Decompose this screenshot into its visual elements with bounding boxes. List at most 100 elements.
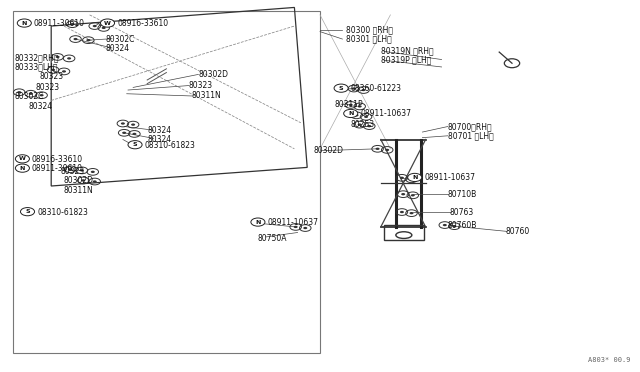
- Circle shape: [443, 224, 447, 226]
- Circle shape: [68, 168, 72, 170]
- Text: 80300 〈RH〉: 80300 〈RH〉: [346, 25, 392, 34]
- Circle shape: [17, 19, 31, 27]
- Circle shape: [408, 173, 422, 182]
- Text: 80323: 80323: [61, 167, 85, 176]
- Text: 80302D: 80302D: [198, 70, 228, 79]
- Circle shape: [51, 69, 55, 71]
- Circle shape: [86, 39, 90, 41]
- Circle shape: [15, 164, 29, 172]
- Text: 80701 〈LH〉: 80701 〈LH〉: [448, 131, 493, 140]
- Text: 80319P 〈LH〉: 80319P 〈LH〉: [381, 56, 431, 65]
- Circle shape: [93, 25, 97, 27]
- Circle shape: [385, 149, 389, 151]
- Circle shape: [376, 148, 380, 150]
- Text: 80324: 80324: [29, 102, 53, 110]
- Circle shape: [80, 169, 84, 171]
- Text: 08911-30610: 08911-30610: [34, 19, 85, 28]
- Circle shape: [91, 171, 95, 173]
- Text: 08911-10637: 08911-10637: [360, 109, 412, 118]
- Text: W: W: [19, 156, 26, 161]
- Text: 80760B: 80760B: [448, 221, 477, 230]
- Text: 08911-10637: 08911-10637: [424, 173, 476, 182]
- Text: 80333〈LH〉: 80333〈LH〉: [14, 62, 58, 71]
- Text: 08911-30610: 08911-30610: [32, 164, 83, 173]
- Circle shape: [358, 124, 362, 126]
- Text: 80750A: 80750A: [258, 234, 287, 243]
- Text: S: S: [25, 209, 30, 214]
- Text: 80311N: 80311N: [192, 92, 221, 100]
- Circle shape: [401, 193, 405, 195]
- Text: N: N: [22, 20, 27, 26]
- Circle shape: [294, 226, 298, 228]
- Text: 80324: 80324: [147, 135, 172, 144]
- Text: 80323: 80323: [189, 81, 213, 90]
- Bar: [384, 225, 424, 240]
- Text: 80302D: 80302D: [64, 176, 94, 185]
- Text: 80763: 80763: [449, 208, 474, 217]
- Circle shape: [132, 133, 136, 135]
- Text: 80760: 80760: [506, 227, 530, 236]
- Text: N: N: [255, 219, 260, 225]
- Circle shape: [358, 105, 362, 108]
- Text: 80302C: 80302C: [106, 35, 135, 44]
- FancyBboxPatch shape: [13, 11, 320, 353]
- Circle shape: [364, 116, 368, 118]
- Text: 08310-61823: 08310-61823: [145, 141, 195, 150]
- Circle shape: [122, 132, 126, 134]
- Circle shape: [355, 114, 358, 116]
- Text: 08310-61823: 08310-61823: [37, 208, 88, 217]
- Circle shape: [40, 94, 44, 96]
- Text: N: N: [348, 111, 353, 116]
- Circle shape: [128, 141, 142, 149]
- Circle shape: [81, 179, 85, 182]
- Text: 08911-10637: 08911-10637: [268, 218, 319, 227]
- Circle shape: [410, 212, 413, 214]
- Text: 80710B: 80710B: [448, 190, 477, 199]
- Text: 80700〈RH〉: 80700〈RH〉: [448, 122, 493, 131]
- Circle shape: [29, 93, 33, 95]
- Circle shape: [334, 84, 348, 92]
- Circle shape: [56, 56, 60, 58]
- Circle shape: [344, 109, 358, 118]
- Text: 80311P: 80311P: [335, 100, 364, 109]
- Circle shape: [362, 89, 365, 91]
- Text: 80324: 80324: [106, 44, 130, 53]
- Circle shape: [15, 155, 29, 163]
- Circle shape: [17, 91, 21, 93]
- Circle shape: [67, 57, 71, 60]
- Circle shape: [102, 27, 106, 29]
- Circle shape: [400, 211, 404, 213]
- Text: 08916-33610: 08916-33610: [117, 19, 168, 28]
- Circle shape: [100, 19, 115, 27]
- Circle shape: [70, 23, 74, 25]
- Circle shape: [452, 225, 456, 227]
- Text: N: N: [412, 175, 417, 180]
- Circle shape: [367, 125, 371, 127]
- Circle shape: [20, 208, 35, 216]
- Text: 80302C: 80302C: [14, 92, 44, 101]
- Circle shape: [62, 70, 66, 73]
- Text: 80332〈RH〉: 80332〈RH〉: [14, 53, 59, 62]
- Text: 80311N: 80311N: [64, 186, 93, 195]
- Circle shape: [74, 38, 77, 40]
- Text: 08360-61223: 08360-61223: [351, 84, 402, 93]
- Text: A803* 00.9: A803* 00.9: [588, 357, 630, 363]
- Text: S: S: [132, 142, 138, 147]
- Circle shape: [93, 180, 97, 183]
- Circle shape: [121, 122, 125, 125]
- Circle shape: [411, 194, 415, 196]
- Circle shape: [410, 178, 413, 180]
- Text: 80319N 〈RH〉: 80319N 〈RH〉: [381, 47, 433, 56]
- Text: S: S: [339, 86, 344, 91]
- Text: N: N: [20, 166, 25, 171]
- Text: 80302D: 80302D: [314, 146, 344, 155]
- Circle shape: [251, 218, 265, 226]
- Circle shape: [131, 124, 135, 126]
- Circle shape: [303, 227, 307, 229]
- Text: 80253: 80253: [351, 120, 375, 129]
- Text: 80323: 80323: [40, 72, 64, 81]
- Circle shape: [400, 177, 404, 179]
- Circle shape: [349, 104, 353, 106]
- Text: W: W: [104, 20, 111, 26]
- Text: 80301 〈LH〉: 80301 〈LH〉: [346, 35, 391, 44]
